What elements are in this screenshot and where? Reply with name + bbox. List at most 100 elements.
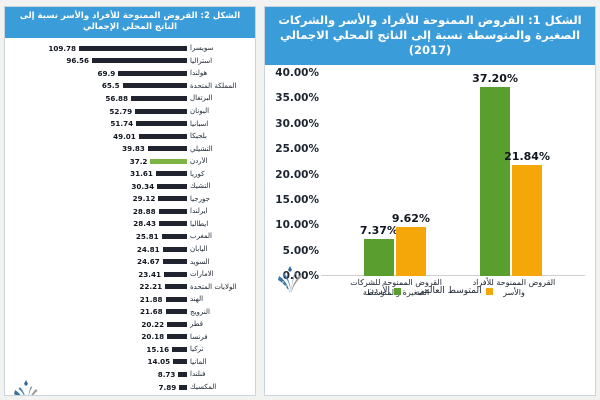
bar — [161, 233, 187, 239]
bar-value-label: 21.68 — [139, 307, 163, 317]
bar-row: الهند 21.88 — [9, 293, 249, 306]
bar-row: ألمانيا 14.05 — [9, 356, 249, 369]
bar-value-label: 69.9 — [97, 68, 116, 78]
bar-track: 28.43 — [9, 218, 187, 231]
bar-track: 24.81 — [9, 243, 187, 256]
bar — [172, 346, 187, 352]
bar-track: 96.56 — [9, 55, 187, 68]
organization-logo-icon — [278, 266, 302, 293]
bar — [147, 146, 187, 152]
bar-value-label: 14.05 — [147, 357, 171, 367]
bar-group: 7.37% 9.62% — [359, 73, 430, 276]
bar — [165, 284, 187, 290]
bar-category-label: المملكة المتحدة — [190, 81, 237, 90]
bar-category-label: قطر — [190, 320, 203, 329]
column-bar — [512, 165, 543, 276]
bar-category-label: المغرب — [190, 232, 212, 241]
bar-category-label: النرويج — [190, 307, 210, 316]
bar-category-label: ألمانيا — [190, 357, 207, 366]
bar-track: 14.05 — [9, 356, 187, 369]
bar-row: ايرلندا 28.88 — [9, 205, 249, 218]
bar-track: 56.88 — [9, 92, 187, 105]
bar-value-label: 49.01 — [113, 131, 136, 141]
bar-track: 20.22 — [9, 318, 187, 331]
legend-label: الأردن — [367, 286, 391, 296]
column-value-label: 21.84% — [504, 150, 550, 164]
bar-track: 65.5 — [9, 80, 187, 93]
column-jordan: 37.20% — [472, 72, 518, 276]
bar-category-label: تركيا — [190, 345, 204, 354]
bar — [79, 45, 187, 51]
horizontal-bar-chart: سويسرا 109.78 استراليا 96.56 هولندا 69.9 الممل… — [5, 38, 255, 396]
bar-track: 39.83 — [9, 142, 187, 155]
bar-track: 51.74 — [9, 117, 187, 130]
bar-row: بلجيكا 49.01 — [9, 130, 249, 143]
bar-track: 31.61 — [9, 167, 187, 180]
bar-value-label: 8.73 — [157, 369, 176, 379]
bar — [92, 58, 187, 64]
bar-track: 52.79 — [9, 105, 187, 118]
bar — [150, 158, 187, 164]
bar — [173, 359, 187, 365]
category-label: القروض الممنوحة للأفراد والأسر — [472, 278, 556, 297]
bar-category-label: التشيلي — [190, 144, 213, 153]
left-panel-title: الشكل 2: القروض الممنوحة للأفراد والأسر … — [5, 7, 255, 38]
bar-value-label: 23.41 — [138, 269, 161, 279]
bar-category-label: جورجيا — [190, 194, 210, 203]
legend-label: المتوسط العالمي — [417, 286, 482, 296]
bar-category-label: اليونان — [190, 107, 210, 115]
bar-track: 25.81 — [9, 230, 187, 243]
bar-track: 29.12 — [9, 193, 187, 206]
bar-category-label: استراليا — [190, 56, 213, 65]
legend-swatch — [485, 287, 493, 295]
bar-row: التشيلي 39.83 — [9, 142, 249, 155]
legend-item: الأردن — [367, 286, 402, 296]
axis-baseline — [321, 275, 585, 276]
bar-row: استراليا 96.56 — [9, 55, 249, 68]
bar-value-label: 52.79 — [109, 106, 133, 116]
bar-value-label: 51.74 — [110, 119, 134, 129]
y-axis-tick-label: 35.00% — [275, 92, 319, 105]
bar-row: الولايات المتحدة 22.21 — [9, 280, 249, 293]
bar-row: الامارات 23.41 — [9, 268, 249, 281]
bar-row: المملكة المتحدة 65.5 — [9, 80, 249, 93]
bar-category-label: اليابان — [190, 245, 208, 254]
bar-category-label: السويد — [190, 257, 210, 266]
y-axis-tick-label: 15.00% — [275, 193, 319, 206]
bar-category-label: ايطاليا — [190, 219, 209, 228]
bar-row: أوكرانيا5.84 — [9, 393, 249, 396]
bar-value-label: 96.56 — [66, 56, 90, 66]
bar-track: 24.67 — [9, 255, 187, 268]
column-value-label: 7.37% — [359, 223, 398, 237]
bar — [158, 208, 187, 214]
y-axis-tick-label: 10.00% — [275, 219, 319, 232]
right-panel-title: الشكل 1: القروض الممنوحة للأفراد والأسر … — [265, 7, 595, 65]
bar-value-label: 5.84 — [161, 395, 179, 396]
bar-value-label: 65.5 — [101, 81, 120, 91]
bar-value-label: 39.83 — [122, 144, 145, 154]
y-axis-tick-label: 5.00% — [282, 244, 319, 257]
column-bar — [395, 227, 426, 276]
bar-category-label: الامارات — [190, 270, 214, 279]
bar — [167, 334, 187, 340]
bar-row: الأردن 37.2 — [9, 155, 249, 168]
bar-category-label: سويسرا — [190, 44, 214, 53]
bar-value-label: 21.88 — [139, 294, 163, 304]
bar — [165, 296, 187, 302]
bar-value-label: 29.12 — [132, 194, 156, 204]
bar-track: 49.01 — [9, 130, 187, 143]
bar-value-label: 22.21 — [139, 282, 163, 292]
bar — [178, 371, 187, 377]
bar-track: 21.88 — [9, 293, 187, 306]
bar-value-label: 7.89 — [158, 382, 177, 392]
bar-category-label: اسبانيا — [190, 119, 209, 128]
bar-category-label: الهند — [190, 295, 204, 304]
bar-row: النرويج 21.68 — [9, 305, 249, 318]
bar-category-label: بلجيكا — [190, 132, 207, 141]
bar-row: كوريا 31.61 — [9, 167, 249, 180]
bar-track: 15.16 — [9, 343, 187, 356]
bar-category-label: ايرلندا — [190, 207, 208, 216]
bar-value-label: 20.18 — [141, 332, 165, 342]
bar — [163, 271, 187, 277]
